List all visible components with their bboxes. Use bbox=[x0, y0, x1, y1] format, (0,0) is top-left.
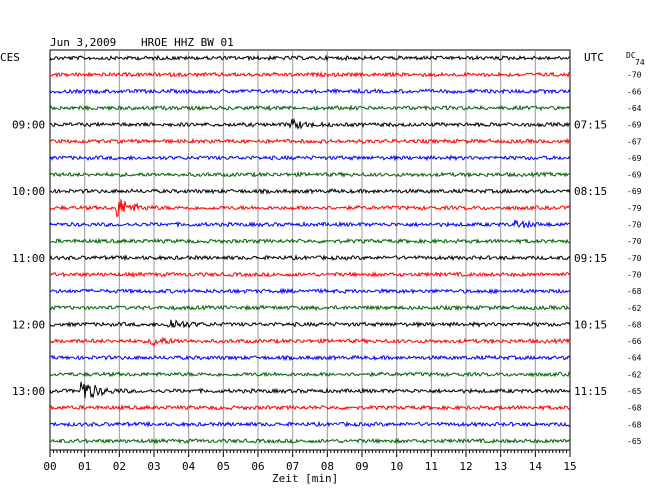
x-tick-label: 01 bbox=[78, 460, 91, 473]
right-time-labels: 07:15 08:15 09:15 10:15 11:15 bbox=[574, 119, 607, 398]
x-tick-label: 11 bbox=[425, 460, 438, 473]
seismic-trace bbox=[49, 420, 571, 428]
seismic-trace bbox=[49, 87, 571, 95]
seismic-trace bbox=[49, 54, 571, 62]
left-time-label: 09:00 bbox=[12, 119, 45, 132]
seismic-trace bbox=[49, 154, 571, 162]
right-time-label: 07:15 bbox=[574, 119, 607, 132]
x-tick-label: 12 bbox=[459, 460, 472, 473]
dc-offset-label: -68 bbox=[627, 287, 642, 296]
x-tick-label: 00 bbox=[43, 460, 56, 473]
seismic-trace bbox=[49, 336, 571, 348]
dc-offset-label: -66 bbox=[627, 337, 642, 346]
dc-offset-label: -68 bbox=[627, 420, 642, 429]
seismic-trace bbox=[49, 117, 571, 130]
dc-offset-label: -70 bbox=[627, 254, 642, 263]
seismic-trace bbox=[49, 354, 571, 362]
dc-offset-label: -69 bbox=[627, 121, 642, 130]
x-axis: 00 01 02 03 04 05 06 07 08 09 10 11 12 13 14 15 bbox=[43, 450, 577, 473]
x-tick-label: 10 bbox=[390, 460, 403, 473]
seismic-trace bbox=[49, 199, 571, 218]
minute-gridlines bbox=[84, 50, 536, 450]
seismic-trace bbox=[49, 404, 571, 412]
dc-offset-label: -65 bbox=[627, 387, 642, 396]
dc-header-label: DC bbox=[626, 51, 636, 60]
dc-offset-label: -69 bbox=[627, 171, 642, 180]
seismic-trace bbox=[49, 188, 571, 195]
x-tick-label: 03 bbox=[147, 460, 160, 473]
x-tick-label: 09 bbox=[355, 460, 368, 473]
x-tick-label: 06 bbox=[251, 460, 264, 473]
dc-offset-label: -67 bbox=[627, 137, 642, 146]
x-tick-label: 02 bbox=[113, 460, 126, 473]
right-time-label: 08:15 bbox=[574, 185, 607, 198]
x-tick-label: 14 bbox=[529, 460, 543, 473]
dc-offset-label: -64 bbox=[627, 104, 642, 113]
dc-offset-label: -68 bbox=[627, 404, 642, 413]
seismic-trace bbox=[49, 237, 571, 245]
seismic-trace bbox=[49, 381, 571, 399]
left-time-label: 13:00 bbox=[12, 385, 45, 398]
seismic-trace bbox=[49, 219, 571, 229]
dc-offset-label: 74 bbox=[635, 58, 645, 67]
x-axis-label: Zeit [min] bbox=[272, 472, 338, 485]
seismic-trace bbox=[49, 319, 571, 329]
chart-date: Jun 3,2009 bbox=[50, 36, 116, 49]
right-timezone-label: UTC bbox=[584, 51, 604, 64]
dc-offset-label: -68 bbox=[627, 320, 642, 329]
seismic-traces bbox=[49, 54, 571, 445]
dc-offset-label: -70 bbox=[627, 71, 642, 80]
x-tick-label: 04 bbox=[182, 460, 196, 473]
seismic-trace bbox=[49, 70, 571, 78]
seismic-trace bbox=[49, 287, 571, 295]
seismic-trace bbox=[49, 170, 570, 179]
x-tick-label: 07 bbox=[286, 460, 299, 473]
seismic-trace bbox=[49, 253, 571, 262]
right-time-label: 11:15 bbox=[574, 385, 607, 398]
seismic-trace bbox=[49, 104, 571, 112]
dc-offset-label: -65 bbox=[627, 437, 642, 446]
dc-offset-label: -70 bbox=[627, 237, 642, 246]
seismic-trace bbox=[49, 304, 571, 312]
x-tick-label: 05 bbox=[217, 460, 230, 473]
dc-offset-labels: 74 -70 -66 -64 -69 -67 -69 -69 -69 -79 -70 -70 -70 -7… bbox=[627, 58, 645, 446]
dc-offset-label: -70 bbox=[627, 270, 642, 279]
seismic-trace bbox=[49, 271, 571, 279]
dc-offset-label: -66 bbox=[627, 87, 642, 96]
dc-offset-label: -64 bbox=[627, 354, 642, 363]
x-tick-label: 13 bbox=[494, 460, 507, 473]
right-time-label: 09:15 bbox=[574, 252, 607, 265]
dc-offset-label: -62 bbox=[627, 304, 642, 313]
seismic-trace bbox=[49, 137, 571, 145]
dc-offset-label: -79 bbox=[627, 204, 642, 213]
x-tick-label: 15 bbox=[563, 460, 576, 473]
dc-offset-label: -69 bbox=[627, 154, 642, 163]
left-time-labels: 09:00 10:00 11:00 12:00 13:00 bbox=[12, 119, 45, 398]
left-time-label: 10:00 bbox=[12, 185, 45, 198]
seismic-trace bbox=[49, 370, 571, 378]
dc-offset-label: -69 bbox=[627, 187, 642, 196]
left-time-label: 11:00 bbox=[12, 252, 45, 265]
dc-offset-label: -62 bbox=[627, 370, 642, 379]
x-tick-label: 08 bbox=[321, 460, 334, 473]
right-time-label: 10:15 bbox=[574, 318, 607, 331]
left-time-label: 12:00 bbox=[12, 318, 45, 331]
seismic-trace bbox=[49, 437, 571, 445]
left-timezone-label: CES bbox=[0, 51, 20, 64]
dc-offset-label: -70 bbox=[627, 221, 642, 230]
chart-station: HROE HHZ BW 01 bbox=[141, 36, 234, 49]
